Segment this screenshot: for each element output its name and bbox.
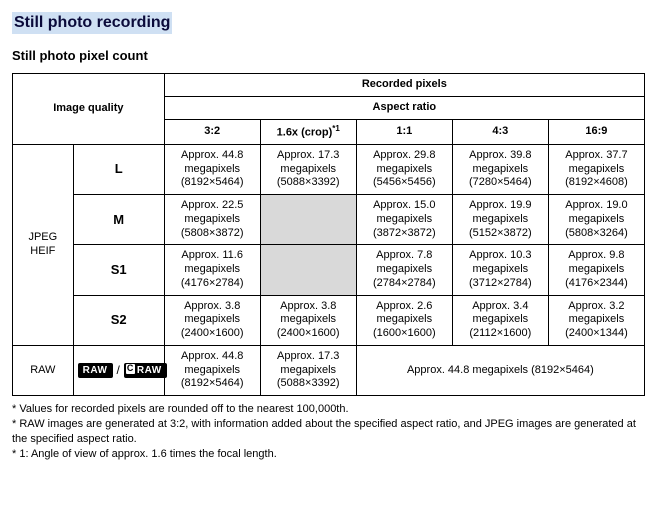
header-ratio-3-2: 3:2 [164,119,260,144]
cell-empty [260,195,356,245]
cell: Approx. 3.2 megapixels (2400×1344) [548,295,644,345]
cell-merged: Approx. 44.8 megapixels (8192×5464) [356,345,644,395]
header-aspect-ratio: Aspect ratio [164,96,644,119]
table-row: RAW RAW / RAW Approx. 44.8 megapixels (8… [13,345,645,395]
cell: Approx. 17.3 megapixels (5088×3392) [260,144,356,194]
cell: Approx. 3.8 megapixels (2400×1600) [260,295,356,345]
section-title: Still photo recording [12,12,172,34]
cell: Approx. 22.5 megapixels (5808×3872) [164,195,260,245]
table-row: JPEG HEIF L Approx. 44.8 megapixels (819… [13,144,645,194]
cell: Approx. 11.6 megapixels (4176×2784) [164,245,260,295]
cell-empty [260,245,356,295]
cell: Approx. 17.3 megapixels (5088×3392) [260,345,356,395]
footnotes: * Values for recorded pixels are rounded… [12,402,645,461]
size-m: M [73,195,164,245]
cell: Approx. 3.4 megapixels (2112×1600) [452,295,548,345]
footnote-2: * RAW images are generated at 3:2, with … [12,417,645,447]
footnote-3: * 1: Angle of view of approx. 1.6 times … [12,447,645,462]
size-s1: S1 [73,245,164,295]
raw-format-cell: RAW / RAW [73,345,164,395]
group-jpeg-heif: JPEG HEIF [13,144,74,345]
cell: Approx. 10.3 megapixels (3712×2784) [452,245,548,295]
header-ratio-16-9: 16:9 [548,119,644,144]
cell: Approx. 19.0 megapixels (5808×3264) [548,195,644,245]
cell: Approx. 3.8 megapixels (2400×1600) [164,295,260,345]
cell: Approx. 9.8 megapixels (4176×2344) [548,245,644,295]
cell: Approx. 29.8 megapixels (5456×5456) [356,144,452,194]
separator: / [117,363,120,378]
cell: Approx. 15.0 megapixels (3872×3872) [356,195,452,245]
sub-section-title: Still photo pixel count [12,48,645,63]
cell: Approx. 2.6 megapixels (1600×1600) [356,295,452,345]
cell: Approx. 39.8 megapixels (7280×5464) [452,144,548,194]
raw-badge-icon: RAW [78,363,113,378]
cell: Approx. 44.8 megapixels (8192×5464) [164,144,260,194]
cell: Approx. 7.8 megapixels (2784×2784) [356,245,452,295]
footnote-1: * Values for recorded pixels are rounded… [12,402,645,417]
cell: Approx. 44.8 megapixels (8192×5464) [164,345,260,395]
header-image-quality: Image quality [13,74,165,145]
table-row: M Approx. 22.5 megapixels (5808×3872) Ap… [13,195,645,245]
size-s2: S2 [73,295,164,345]
pixel-count-table: Image quality Recorded pixels Aspect rat… [12,73,645,396]
group-raw: RAW [13,345,74,395]
cell: Approx. 19.9 megapixels (5152×3872) [452,195,548,245]
size-l: L [73,144,164,194]
header-ratio-1-1: 1:1 [356,119,452,144]
table-row: S2 Approx. 3.8 megapixels (2400×1600) Ap… [13,295,645,345]
craw-badge-icon: RAW [124,363,167,378]
header-ratio-4-3: 4:3 [452,119,548,144]
table-row: S1 Approx. 11.6 megapixels (4176×2784) A… [13,245,645,295]
header-recorded-pixels: Recorded pixels [164,74,644,97]
header-ratio-1-6x: 1.6x (crop)*1 [260,119,356,144]
cell: Approx. 37.7 megapixels (8192×4608) [548,144,644,194]
